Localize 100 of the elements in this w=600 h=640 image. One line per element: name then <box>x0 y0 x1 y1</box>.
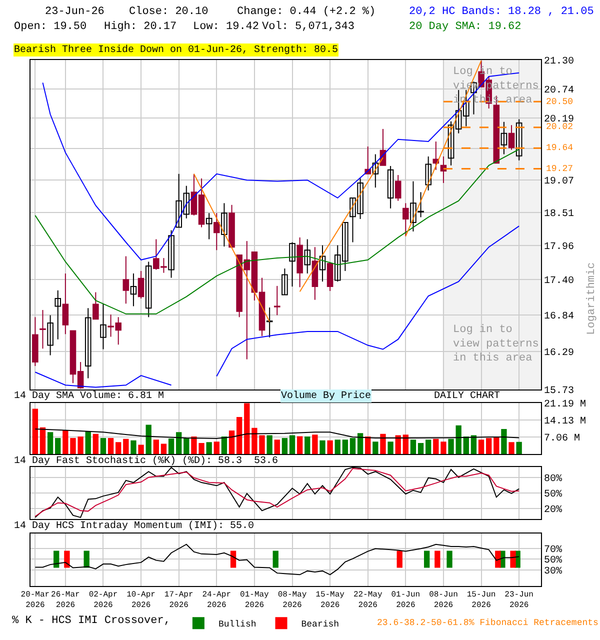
bar <box>395 435 401 454</box>
bar <box>85 431 91 454</box>
line-series <box>34 372 172 388</box>
text: Close: 20.10 <box>129 6 208 18</box>
bar <box>357 433 364 454</box>
ref-line-label: 19.64 <box>546 143 574 153</box>
bar <box>494 436 500 454</box>
bar <box>342 440 348 454</box>
text: 20,2 HC Bands: 18.28 , 21.05 <box>409 6 594 18</box>
chart-title: Bearish Three Inside Down on 01-Jun-26, Strength: 80.5 <box>14 44 338 56</box>
x-tick-label: 22-May 2026 <box>353 590 382 610</box>
bar <box>282 438 288 454</box>
bar <box>274 440 280 454</box>
bar <box>327 440 333 454</box>
y-tick-label: 15.73 <box>544 386 574 397</box>
bar <box>32 408 38 454</box>
x-tick-label: 02-Apr 2026 <box>88 590 118 610</box>
bar <box>478 440 484 454</box>
bar <box>470 435 477 454</box>
ref-line-label: 20.50 <box>546 97 574 107</box>
y-tick-label: 21.19 M <box>544 400 586 411</box>
bar <box>508 442 514 454</box>
bar <box>146 424 152 454</box>
x-tick-label: 10-Apr 2026 <box>126 590 156 610</box>
chart-title: 14 Day HCS Intraday Momentum (IMI): 55.0 <box>14 520 254 532</box>
bar <box>160 444 167 454</box>
candlestick <box>274 285 280 316</box>
bar <box>426 440 432 454</box>
text: DAILY CHART <box>434 391 500 402</box>
y-tick-label: 18.51 <box>544 209 574 220</box>
bar <box>153 440 159 454</box>
y-tick-label: 50% <box>544 489 562 500</box>
bar <box>320 440 326 454</box>
y-tick-label: 16.84 <box>544 312 574 323</box>
x-tick-label: 17-Apr 2026 <box>164 590 194 610</box>
bar <box>184 438 190 454</box>
y-tick-label: 50% <box>544 556 562 567</box>
x-tick-label: 20-Mar 2026 <box>20 590 50 610</box>
legend-label: Bearish <box>301 620 340 630</box>
chart-title: 14 Day Fast Stochastic (%K) (%D): 58.3 53.6 <box>14 455 278 467</box>
x-tick-label: 01-Jun 2026 <box>391 590 420 610</box>
bar <box>236 416 242 454</box>
text: High: 20.17 <box>104 21 177 33</box>
x-tick-label: 08-Jun 2026 <box>429 590 458 610</box>
text: Volume By Price <box>281 390 372 402</box>
x-tick-label: 26-Mar 2026 <box>51 590 80 610</box>
bar <box>501 429 507 454</box>
text: 23-Jun-26 <box>45 6 104 18</box>
y-tick-label: 30% <box>544 566 562 578</box>
text: 23.6-38.2-50-61.8% Fibonacci Retracements <box>377 618 598 628</box>
bar <box>402 434 408 454</box>
bar <box>92 434 99 454</box>
bar <box>40 427 46 454</box>
text: Change: 0.44 (+2.2 %) <box>237 6 376 18</box>
bar <box>244 403 250 454</box>
y-tick-label: 20% <box>544 505 562 516</box>
bar <box>47 432 54 454</box>
text: Low: 19.42 <box>193 21 260 33</box>
bar <box>214 442 220 454</box>
bar <box>289 435 296 454</box>
y-tick-label: 7.06 M <box>544 434 580 445</box>
x-tick-label: 23-Jun 2026 <box>504 590 534 610</box>
bar <box>448 438 454 454</box>
bar <box>372 442 378 454</box>
bar <box>168 438 174 454</box>
bar <box>456 425 462 454</box>
bar <box>334 440 340 454</box>
x-tick-label: 08-May 2026 <box>278 590 307 610</box>
line-series <box>34 428 520 439</box>
candlestick <box>282 268 288 296</box>
legend-title: % K - HCS IMI Crossover, <box>12 614 170 627</box>
text: Open: 19.50 <box>14 21 87 33</box>
bar <box>138 444 144 454</box>
x-tick-label: 24-Apr 2026 <box>202 590 232 610</box>
bar <box>266 435 272 454</box>
annotation: Log in to view patterns in this area <box>453 324 539 365</box>
bar <box>312 434 318 454</box>
bar <box>463 436 469 454</box>
y-tick-label: 17.40 <box>544 276 574 288</box>
bar <box>116 442 122 454</box>
bar <box>221 436 228 454</box>
bar <box>418 443 424 454</box>
y-tick-label: 20.74 <box>544 85 574 96</box>
bar <box>486 438 492 454</box>
x-tick-label: 15-May 2026 <box>316 590 345 610</box>
bar <box>410 440 416 454</box>
y-tick-label: 14.13 M <box>544 416 586 428</box>
bar <box>123 438 129 454</box>
bar <box>206 442 212 454</box>
bar <box>176 432 182 454</box>
bar <box>365 436 371 454</box>
line-series <box>34 544 520 576</box>
bar <box>296 436 303 454</box>
y-tick-label: 17.96 <box>544 242 574 253</box>
bar <box>100 438 106 454</box>
y-tick-label: 70% <box>544 545 562 556</box>
bar <box>108 438 114 454</box>
y-tick-label: 21.30 <box>544 56 574 68</box>
bar <box>228 430 235 454</box>
legend-label: Bullish <box>218 620 256 630</box>
